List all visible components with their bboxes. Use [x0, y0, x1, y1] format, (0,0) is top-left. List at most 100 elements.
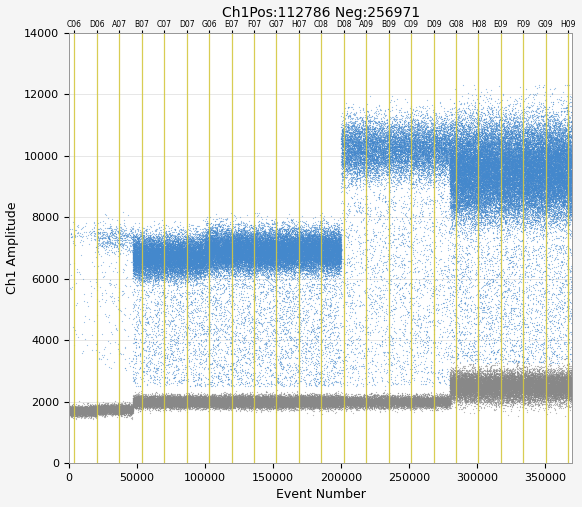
Point — [513, 139, 523, 147]
Point — [466, 201, 475, 209]
Point — [382, 139, 392, 148]
Point — [347, 221, 357, 229]
Point — [219, 399, 228, 407]
Point — [538, 138, 547, 146]
Point — [154, 274, 163, 282]
Point — [476, 390, 485, 399]
Point — [152, 250, 162, 258]
Point — [285, 397, 294, 406]
Point — [84, 405, 94, 413]
Point — [296, 401, 306, 409]
Point — [197, 251, 206, 260]
Point — [229, 317, 238, 325]
Point — [246, 243, 255, 251]
Point — [172, 401, 182, 409]
Point — [313, 246, 322, 254]
Point — [523, 182, 533, 190]
Point — [470, 190, 480, 198]
Point — [141, 250, 151, 259]
Point — [513, 180, 522, 188]
Point — [233, 403, 242, 411]
Point — [492, 182, 501, 190]
Point — [463, 122, 473, 130]
Point — [499, 179, 509, 187]
Point — [255, 250, 265, 258]
Point — [301, 393, 310, 402]
Point — [551, 134, 560, 142]
Point — [523, 380, 533, 388]
Point — [310, 250, 319, 258]
Point — [512, 397, 521, 406]
Point — [413, 155, 422, 163]
Point — [321, 237, 331, 245]
Point — [466, 301, 475, 309]
Point — [81, 405, 91, 413]
Point — [270, 400, 279, 408]
Point — [553, 196, 563, 204]
Point — [467, 383, 477, 391]
Point — [343, 139, 352, 148]
Point — [156, 258, 165, 266]
Point — [214, 394, 223, 403]
Point — [395, 139, 404, 148]
Point — [534, 382, 543, 390]
Point — [527, 372, 537, 380]
Point — [76, 410, 86, 418]
Point — [558, 164, 567, 172]
Point — [552, 213, 561, 221]
Point — [69, 404, 79, 412]
Point — [469, 119, 478, 127]
Point — [203, 240, 212, 248]
Point — [490, 136, 499, 144]
Point — [237, 246, 247, 255]
Point — [472, 183, 481, 191]
Point — [427, 399, 436, 407]
Point — [205, 247, 214, 256]
Point — [292, 401, 301, 409]
Point — [535, 162, 545, 170]
Point — [212, 241, 221, 249]
Point — [441, 159, 450, 167]
Point — [81, 409, 91, 417]
Point — [511, 161, 520, 169]
Point — [366, 399, 375, 407]
Point — [453, 374, 463, 382]
Point — [180, 245, 189, 253]
Point — [477, 392, 486, 401]
Point — [134, 250, 143, 258]
Point — [361, 186, 371, 194]
Point — [336, 256, 345, 264]
Point — [266, 366, 275, 374]
Point — [481, 400, 491, 408]
Point — [196, 244, 205, 252]
Point — [566, 191, 575, 199]
Point — [230, 251, 240, 260]
Point — [229, 245, 239, 254]
Point — [364, 155, 373, 163]
Point — [469, 147, 478, 155]
Point — [452, 377, 461, 385]
Point — [421, 241, 431, 249]
Point — [132, 401, 141, 409]
Point — [184, 397, 193, 406]
Point — [527, 182, 537, 190]
Point — [280, 239, 289, 247]
Point — [180, 404, 189, 412]
Point — [244, 247, 253, 255]
Point — [137, 269, 146, 277]
Point — [230, 246, 240, 255]
Point — [560, 385, 570, 393]
Point — [210, 336, 219, 344]
Point — [450, 377, 459, 385]
Point — [546, 191, 555, 199]
Point — [352, 401, 361, 409]
Point — [478, 162, 488, 170]
Point — [214, 401, 223, 409]
Point — [555, 385, 564, 393]
Point — [456, 379, 466, 387]
Point — [540, 377, 549, 385]
Point — [254, 353, 263, 361]
Point — [281, 401, 290, 409]
Point — [318, 273, 327, 281]
Point — [107, 403, 116, 411]
